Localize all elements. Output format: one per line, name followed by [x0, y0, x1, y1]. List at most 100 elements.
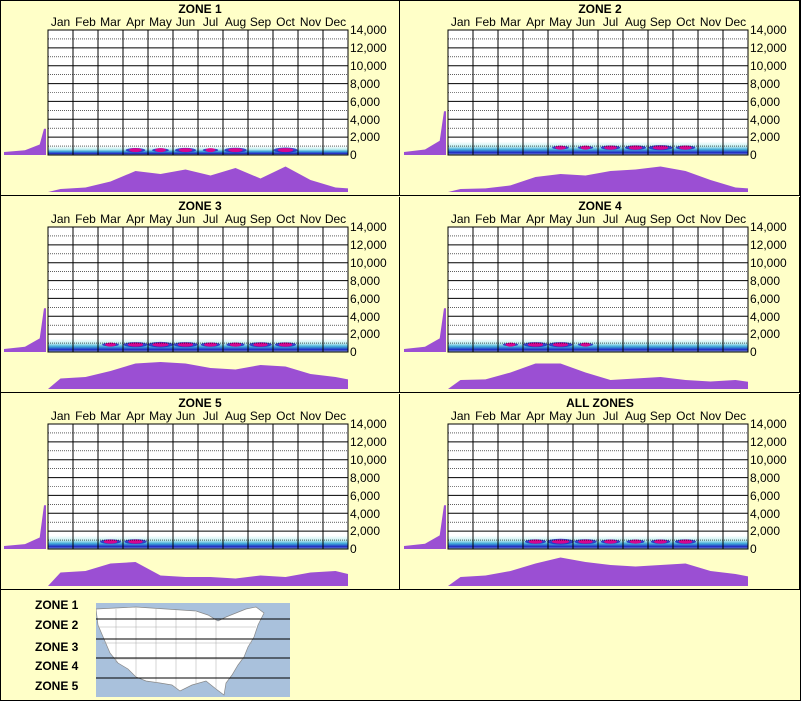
month-label: Aug: [224, 409, 247, 423]
hotspot-core: [152, 342, 169, 347]
month-label: Dec: [324, 212, 347, 226]
month-label: Oct: [276, 15, 295, 29]
month-label: Jul: [202, 15, 219, 29]
month-label: Dec: [324, 15, 347, 29]
month-label: Sep: [649, 15, 672, 29]
month-labels: Jan Feb Mar Apr May Jun Jul Aug Sep Oct Nov Dec: [448, 212, 748, 226]
hotspot-core: [127, 342, 144, 347]
month-label: May: [149, 212, 172, 226]
hotspot-core: [629, 539, 642, 544]
month-labels: Jan Feb Mar Apr May Jun Jul Aug Sep Oct Nov Dec: [48, 409, 348, 423]
month-label: Nov: [299, 212, 322, 226]
altitude-profile: [404, 505, 446, 549]
y-tick-label: 8,000: [350, 273, 381, 288]
panel-title: ZONE 2: [578, 2, 622, 16]
heatmap-plot: [47, 423, 349, 550]
hotspot-core: [205, 148, 216, 153]
y-tick-label: 12,000: [750, 434, 787, 449]
y-tick-label: 12,000: [350, 237, 387, 252]
monthly-profile-area: [448, 557, 748, 586]
y-tick-label: 10,000: [350, 452, 387, 467]
y-tick-label: 10,000: [750, 452, 787, 467]
altitude-profile-area: [4, 128, 46, 155]
hotspot-core: [578, 539, 593, 544]
y-tick-label: 4,000: [350, 112, 381, 127]
month-label: Jul: [602, 409, 619, 423]
y-tick-label: 14,000: [350, 220, 387, 234]
heatmap-plot: [47, 29, 349, 156]
y-tick-label: 8,000: [750, 76, 781, 91]
month-label: Feb: [475, 212, 496, 226]
hotspot-core: [229, 342, 242, 347]
legend-zone-4: ZONE 4: [35, 659, 79, 673]
month-label: Jun: [175, 15, 196, 29]
y-tick-label: 4,000: [750, 112, 781, 127]
month-label: Nov: [299, 409, 322, 423]
hotspot-core: [580, 342, 591, 347]
month-label: Aug: [624, 212, 647, 226]
hotspot-core: [105, 342, 116, 347]
y-tick-label: 4,000: [750, 309, 781, 324]
month-label: Jul: [602, 212, 619, 226]
y-tick-label: 12,000: [350, 40, 387, 55]
panel-zone-4: ZONE 4 Jan Feb Mar Apr May Jun Jul Aug Sep Oct Nov D…: [400, 197, 800, 393]
y-tick-label: 14,000: [750, 23, 787, 37]
month-label: Oct: [676, 15, 695, 29]
month-label: Dec: [324, 409, 347, 423]
monthly-profile: [448, 557, 748, 586]
altitude-profile: [4, 308, 46, 352]
plot-border: [47, 423, 349, 550]
month-label: Mar: [100, 409, 121, 423]
altitude-profile: [4, 128, 46, 155]
panel-zone-2: ZONE 2 Jan Feb Mar Apr May Jun Jul Aug Sep Oct Nov D…: [400, 0, 800, 196]
panel-title: ZONE 3: [178, 199, 222, 213]
hotspot-core: [628, 145, 643, 150]
month-label: Jun: [175, 409, 196, 423]
month-label: Jun: [175, 212, 196, 226]
month-label: May: [549, 409, 572, 423]
hotspot-core: [604, 539, 617, 544]
hotspot-core: [654, 539, 667, 544]
hotspot-core: [551, 539, 570, 544]
heatmap-plot: [47, 226, 349, 353]
month-label: May: [549, 212, 572, 226]
monthly-profile: [48, 562, 348, 586]
hotspot-core: [505, 342, 516, 347]
monthly-profile-area: [448, 363, 748, 389]
month-label: Sep: [249, 15, 272, 29]
y-tick-label: 2,000: [350, 524, 381, 539]
month-label: Apr: [526, 212, 545, 226]
month-label: Jan: [450, 212, 471, 226]
map-state-lines: [98, 608, 256, 689]
monthly-profile-area: [448, 166, 748, 192]
hotspot-core: [128, 539, 143, 544]
month-label: May: [549, 15, 572, 29]
month-label: Nov: [699, 212, 722, 226]
y-tick-label: 4,000: [750, 506, 781, 521]
y-tick-label: 8,000: [350, 76, 381, 91]
hotspot-core: [178, 148, 193, 153]
altitude-profile-area: [4, 505, 46, 549]
legend-zone-2: ZONE 2: [35, 618, 79, 632]
legend-zone-3: ZONE 3: [35, 640, 79, 654]
altitude-profile-area: [404, 308, 446, 352]
month-label: Feb: [75, 15, 96, 29]
heatmap-plot: [447, 423, 749, 550]
grid-lines: [47, 226, 349, 353]
us-map-thumbnail: [96, 603, 290, 697]
y-tick-label: 4,000: [350, 309, 381, 324]
altitude-profile-area: [404, 111, 446, 155]
grid-lines: [447, 423, 749, 550]
panel-title: ALL ZONES: [566, 396, 634, 410]
y-tick-label: 6,000: [350, 488, 381, 503]
hotspot-core: [204, 342, 217, 347]
month-label: Jun: [575, 212, 596, 226]
month-label: Dec: [724, 15, 747, 29]
y-tick-label: 12,000: [750, 40, 787, 55]
y-tick-label: 0: [750, 542, 757, 557]
monthly-profile-area: [48, 166, 348, 192]
altitude-profile-area: [4, 308, 46, 352]
month-label: Aug: [224, 15, 247, 29]
month-label: Feb: [475, 409, 496, 423]
y-tick-label: 4,000: [350, 506, 381, 521]
